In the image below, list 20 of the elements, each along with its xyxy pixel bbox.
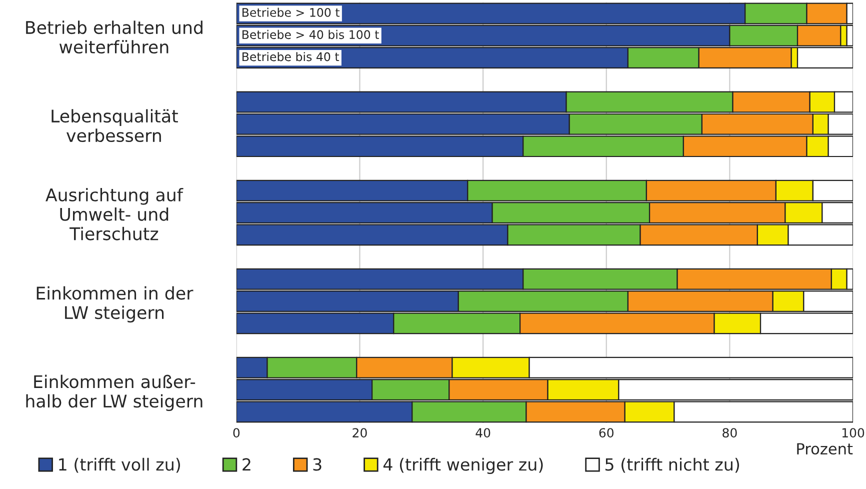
x-tick-label: 0 — [233, 428, 240, 438]
annotation: Betriebe > 40 bis 100 t — [242, 30, 379, 40]
legend-label: 2 — [242, 458, 250, 471]
y-tick-label: Einkommen in der LW steigern — [36, 286, 194, 322]
legend-label: 3 — [313, 458, 322, 471]
legend-label: 5 (trifft nicht zu) — [605, 458, 740, 473]
x-tick-label: 100 — [842, 428, 864, 438]
y-tick-label: Einkommen außer- halb der LW steigern — [26, 374, 202, 412]
x-tick-label: 40 — [476, 428, 490, 438]
legend-label: 1 (trifft voll zu) — [59, 458, 180, 473]
x-tick-label: 80 — [722, 428, 737, 438]
y-tick-label: Ausrichtung auf Umwelt- und Tierschutz — [46, 188, 184, 240]
y-tick-label: Lebensqualität verbessern — [52, 109, 178, 142]
legend-label: 4 (trifft weniger zu) — [383, 458, 543, 474]
annotation: Betriebe bis 40 t — [242, 52, 340, 62]
x-tick-label: 20 — [352, 428, 367, 438]
x-tick-label: 60 — [599, 428, 614, 438]
y-tick-label: Betrieb erhalten und weiterführen — [26, 20, 202, 54]
annotation: Betriebe > 100 t — [242, 8, 340, 17]
x-axis-title: Prozent — [797, 443, 853, 455]
